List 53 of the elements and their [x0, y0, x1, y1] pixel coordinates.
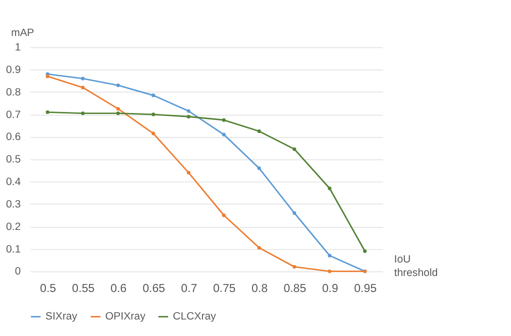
x-tick-label: 0.8: [252, 283, 268, 296]
x-tick-label: 0.75: [213, 283, 236, 296]
point: [116, 107, 120, 111]
point: [46, 74, 50, 78]
y-tick-label: 0.8: [6, 86, 21, 98]
point: [81, 111, 85, 116]
y-tick-label: 0.9: [6, 64, 21, 76]
point: [222, 213, 226, 218]
point: [81, 76, 85, 80]
point: [257, 166, 261, 170]
x-tick-label: 0.7: [181, 283, 198, 296]
y-tick-label: 1: [14, 42, 21, 54]
legend-label: OPIXray: [105, 310, 146, 323]
y-tick-label: 0: [14, 266, 21, 278]
point: [257, 246, 261, 250]
y-tick-label: 0.2: [6, 220, 21, 233]
point: [328, 254, 332, 258]
y-tick-label: 0.1: [6, 243, 21, 256]
x-tick-label: 0.85: [284, 283, 306, 296]
x-tick-label: 0.6: [110, 283, 127, 296]
point: [152, 94, 156, 98]
point: [222, 132, 226, 136]
point: [186, 170, 190, 174]
x-tick-label: 0.5: [40, 283, 56, 296]
point: [116, 83, 120, 88]
point: [292, 265, 296, 269]
y-tick-label: 0.7: [6, 108, 21, 121]
point: [257, 129, 261, 134]
y-tick-label: 0.4: [6, 176, 21, 188]
x-tick-label: 0.65: [142, 283, 166, 296]
y-tick-label: 0.5: [6, 154, 21, 166]
point: [292, 211, 296, 215]
point: [116, 111, 120, 116]
point: [292, 147, 296, 151]
point: [222, 118, 226, 122]
x-tick-label: 0.95: [354, 283, 377, 296]
point: [328, 269, 332, 274]
y-tick-label: 0.3: [6, 198, 21, 210]
point: [152, 132, 156, 136]
point: [363, 249, 367, 253]
point: [81, 86, 85, 90]
point: [46, 110, 50, 114]
point: [328, 186, 332, 190]
legend-label: SIXray: [45, 310, 78, 323]
x-axis-title: IoU threshold: [394, 254, 438, 280]
point: [186, 109, 190, 113]
x-tick-label: 0.55: [72, 283, 95, 296]
y-tick-label: 0.6: [6, 131, 21, 144]
point: [152, 112, 156, 116]
x-tick-label: 0.9: [322, 283, 338, 296]
y-axis-title: mAP: [11, 27, 34, 40]
point: [186, 114, 190, 118]
legend-label: CLCXray: [172, 310, 217, 323]
